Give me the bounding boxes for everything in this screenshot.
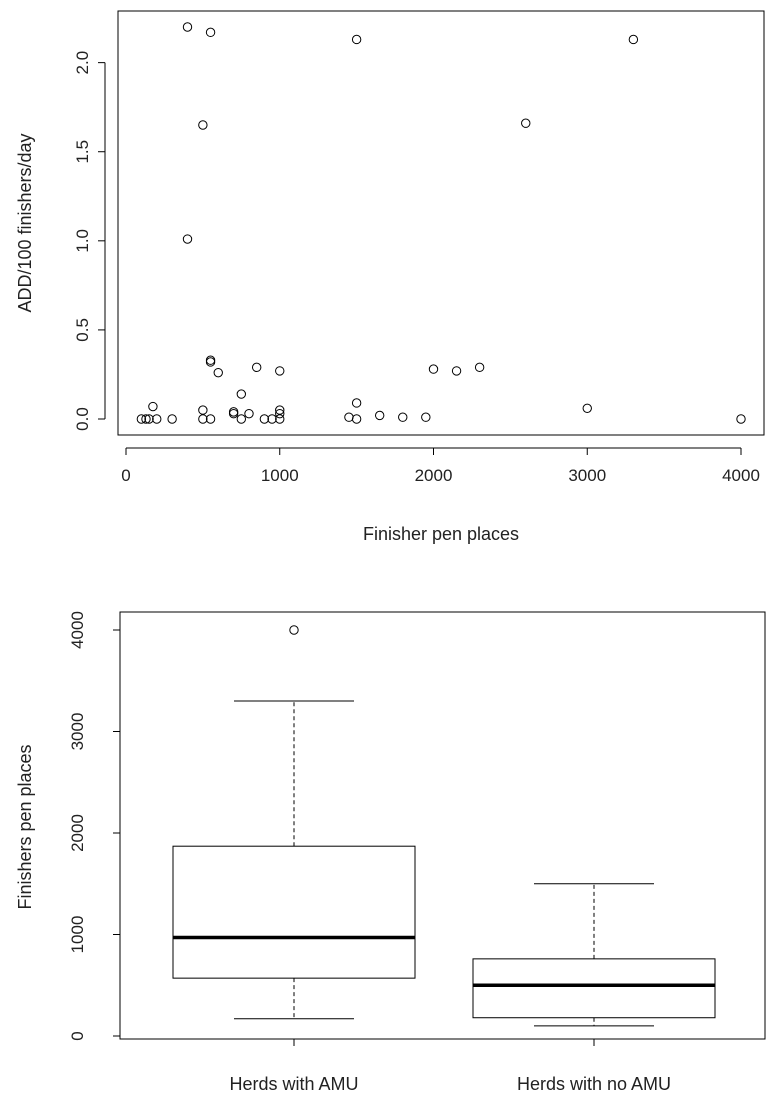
scatter-point	[198, 414, 208, 424]
scatter-y-tick-label: 0.0	[73, 407, 92, 431]
scatter-point	[267, 414, 277, 424]
scatter-x-tick-label: 0	[121, 466, 130, 485]
scatter-point	[521, 118, 531, 128]
scatter-points	[136, 22, 746, 424]
scatter-point	[421, 412, 431, 422]
box-y-tick-label: 0	[68, 1031, 87, 1040]
outlier-point	[289, 625, 299, 635]
scatter-y-tick-label: 1.0	[73, 229, 92, 253]
box-y-tick-label: 3000	[68, 713, 87, 751]
scatter-plot: 0 1000 2000 3000 4000 0.0 0.5 1.0 1.5 2.0 Finish…	[15, 10, 765, 544]
scatter-point	[167, 414, 177, 424]
scatter-point	[398, 412, 408, 422]
scatter-point	[205, 27, 216, 38]
scatter-x-tick-label: 1000	[261, 466, 299, 485]
box-marks	[172, 625, 716, 1027]
box-y-tick-label: 4000	[68, 611, 87, 649]
scatter-point	[182, 22, 193, 32]
box-2	[472, 883, 716, 1027]
scatter-point	[236, 389, 247, 399]
scatter-point	[198, 405, 208, 415]
scatter-point	[275, 366, 285, 376]
scatter-point	[451, 366, 462, 376]
interquartile-box	[472, 958, 716, 1019]
scatter-point	[136, 414, 147, 424]
box-category-label: Herds with no AMU	[517, 1074, 671, 1094]
scatter-x-tick-label: 2000	[415, 466, 453, 485]
scatter-x-tick-label: 3000	[568, 466, 606, 485]
scatter-point	[351, 34, 362, 45]
scatter-point	[205, 357, 216, 367]
scatter-point	[205, 414, 216, 424]
scatter-point	[251, 362, 262, 373]
scatter-point	[144, 414, 154, 424]
scatter-x-tick-label: 4000	[722, 466, 760, 485]
scatter-point	[374, 410, 385, 421]
scatter-point	[428, 364, 439, 374]
scatter-point	[351, 414, 362, 424]
box-y-tick-label: 1000	[68, 916, 87, 954]
scatter-point	[228, 408, 239, 419]
scatter-point	[228, 407, 239, 417]
scatter-point	[205, 355, 216, 365]
scatter-point	[344, 412, 354, 422]
scatter-y-tick-label: 2.0	[73, 51, 92, 75]
scatter-point	[141, 414, 151, 424]
scatter-point	[628, 34, 639, 45]
box-y-axis: 0 1000 2000 3000 4000	[68, 611, 121, 1041]
scatter-y-tick-label: 0.5	[73, 318, 92, 342]
box-y-tick-label: 2000	[68, 814, 87, 852]
scatter-x-axis: 0 1000 2000 3000 4000	[121, 447, 760, 485]
box-1	[172, 625, 416, 1020]
scatter-point	[213, 367, 223, 378]
scatter-plot-frame	[117, 10, 765, 436]
interquartile-box	[172, 845, 416, 979]
box-y-axis-title: Finishers pen places	[15, 744, 35, 909]
scatter-y-axis: 0.0 0.5 1.0 1.5 2.0	[73, 51, 106, 431]
scatter-y-tick-label: 1.5	[73, 140, 92, 164]
scatter-point	[582, 403, 592, 414]
scatter-point	[152, 414, 162, 424]
scatter-point	[351, 398, 362, 408]
box-category-label: Herds with AMU	[229, 1074, 358, 1094]
scatter-point	[275, 408, 285, 419]
scatter-point	[198, 120, 208, 130]
scatter-point	[259, 414, 270, 424]
scatter-point	[736, 414, 746, 424]
scatter-point	[148, 401, 158, 412]
scatter-point	[275, 405, 285, 415]
scatter-x-axis-title: Finisher pen places	[363, 524, 519, 544]
scatter-point	[474, 362, 485, 373]
box-x-axis: Herds with AMU Herds with no AMU	[229, 1039, 671, 1094]
scatter-point	[236, 414, 247, 424]
scatter-y-axis-title: ADD/100 finishers/day	[15, 133, 35, 312]
scatter-point	[244, 408, 254, 419]
scatter-point	[182, 234, 193, 244]
scatter-point	[275, 414, 285, 424]
